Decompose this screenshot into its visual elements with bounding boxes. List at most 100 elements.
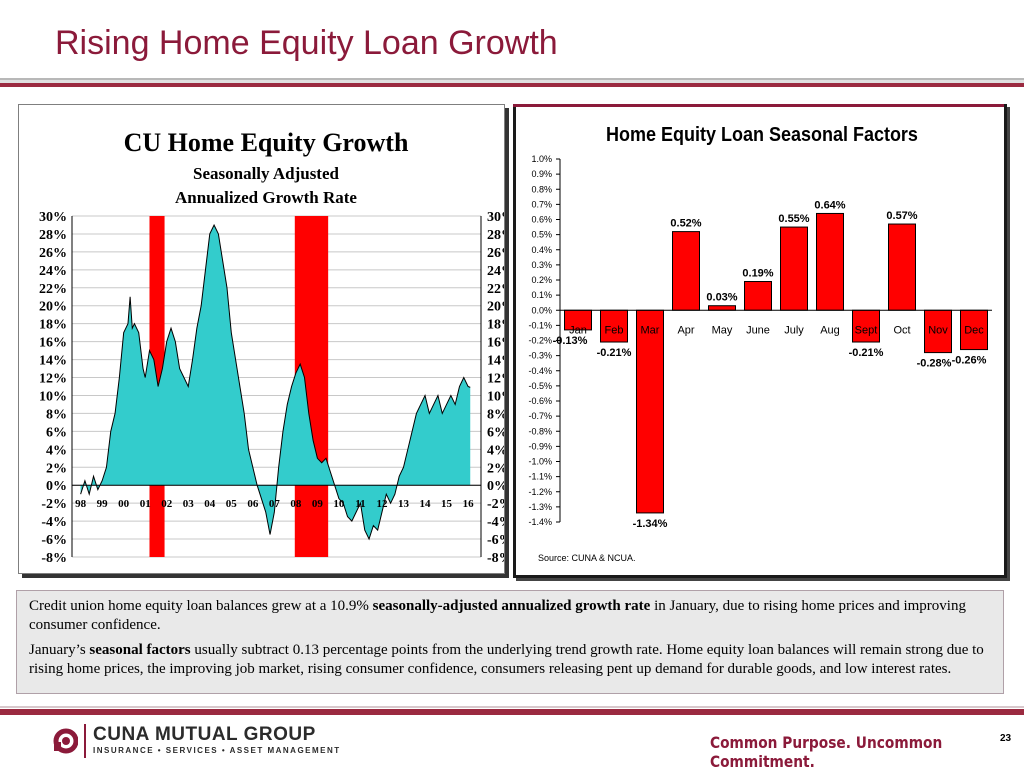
- commentary-text: Credit union home equity loan balances g…: [29, 598, 373, 614]
- data-label: -0.13%: [553, 335, 588, 347]
- category-label: July: [784, 324, 804, 336]
- category-label: Oct: [893, 324, 910, 336]
- bar: [852, 309, 880, 343]
- x-tick-label: 15: [441, 498, 453, 510]
- category-label: Apr: [677, 324, 694, 336]
- x-tick-label: 12: [376, 498, 388, 510]
- x-tick-label: 09: [312, 498, 324, 510]
- company-logo-name: CUNA MUTUAL GROUP: [93, 724, 316, 745]
- footer-divider: [0, 706, 1024, 715]
- y-tick-label-right: 28%: [487, 228, 504, 243]
- y-tick-label-left: 22%: [39, 282, 67, 297]
- y-tick-label: -1.3%: [528, 502, 552, 512]
- x-tick-label: 11: [355, 498, 365, 510]
- x-tick-label: 08: [290, 498, 302, 510]
- bar: [672, 231, 700, 311]
- y-tick-label-right: 14%: [487, 354, 504, 369]
- y-tick-label-right: -6%: [487, 533, 504, 548]
- data-label: -0.28%: [917, 358, 952, 370]
- category-label: June: [746, 324, 770, 336]
- page-number: 23: [1000, 733, 1012, 744]
- category-label: Sept: [855, 324, 878, 336]
- y-tick-label: 0.9%: [531, 169, 552, 179]
- y-tick-label: 0.8%: [531, 184, 552, 194]
- y-tick-label-left: 4%: [46, 443, 67, 458]
- y-tick-label-left: 10%: [39, 389, 67, 404]
- y-tick-label-right: -4%: [487, 515, 504, 530]
- y-tick-label-left: 8%: [46, 407, 67, 422]
- commentary-paragraph-2: January’s seasonal factors usually subtr…: [29, 641, 991, 679]
- x-tick-label: 99: [97, 498, 109, 510]
- y-tick-label: -1.1%: [528, 472, 552, 482]
- y-tick-label-right: 12%: [487, 372, 504, 387]
- chart-subtitle: Seasonally Adjusted: [193, 164, 339, 183]
- y-tick-label: 0.1%: [531, 290, 552, 300]
- y-tick-label-left: -8%: [41, 551, 67, 566]
- y-tick-label-left: 14%: [39, 354, 67, 369]
- x-tick-label: 10: [333, 498, 345, 510]
- y-tick-label-right: 22%: [487, 282, 504, 297]
- data-label: 0.03%: [706, 292, 737, 304]
- growth-area: [80, 224, 471, 540]
- x-tick-label: 05: [226, 498, 238, 510]
- y-tick-label: 0.0%: [531, 305, 552, 315]
- bar: [924, 309, 952, 354]
- commentary-paragraph-1: Credit union home equity loan balances g…: [29, 597, 991, 635]
- growth-line: [80, 223, 471, 541]
- category-label: Feb: [605, 324, 624, 336]
- bar: [636, 309, 664, 514]
- y-tick-label-left: -4%: [41, 515, 67, 530]
- data-label: 0.64%: [814, 199, 845, 211]
- y-tick-label-left: 20%: [39, 300, 67, 315]
- y-tick-label-left: -6%: [41, 533, 67, 548]
- y-tick-label-right: 4%: [487, 443, 504, 458]
- category-label: Nov: [928, 324, 948, 336]
- commentary-emphasis: seasonally-adjusted annualized growth ra…: [372, 598, 651, 614]
- y-tick-label-left: 18%: [39, 318, 67, 333]
- category-label: Mar: [641, 324, 660, 336]
- y-tick-label: -1.2%: [528, 487, 552, 497]
- y-tick-label-left: 24%: [39, 264, 67, 279]
- chart-subtitle-2: Annualized Growth Rate: [175, 188, 357, 207]
- category-label: Aug: [820, 324, 840, 336]
- x-tick-label: 03: [183, 498, 195, 510]
- category-label: Jan: [569, 324, 587, 336]
- company-logo-tagline: INSURANCE • SERVICES • ASSET MANAGEMENT: [93, 746, 341, 755]
- y-tick-label-right: -2%: [487, 497, 504, 512]
- logo-divider: [84, 724, 86, 758]
- y-tick-label-left: 30%: [39, 210, 67, 225]
- home-equity-growth-chart: CU Home Equity Growth Seasonally Adjuste…: [39, 128, 504, 566]
- y-tick-label: -0.2%: [528, 336, 552, 346]
- y-tick-label-right: 26%: [487, 246, 504, 261]
- y-tick-label-right: 20%: [487, 300, 504, 315]
- y-tick-label-right: 30%: [487, 210, 504, 225]
- bar: [816, 212, 844, 311]
- y-tick-label: -0.3%: [528, 351, 552, 361]
- y-tick-label: -0.9%: [528, 441, 552, 451]
- bar: [780, 226, 808, 311]
- y-tick-label: 0.3%: [531, 260, 552, 270]
- y-tick-label: -0.1%: [528, 320, 552, 330]
- data-label: -1.34%: [633, 518, 668, 530]
- category-label: Dec: [964, 324, 984, 336]
- bar: [744, 281, 772, 311]
- y-tick-label-right: -8%: [487, 551, 504, 566]
- y-tick-label-right: 10%: [487, 389, 504, 404]
- y-tick-label-left: 12%: [39, 372, 67, 387]
- y-tick-label-right: 16%: [487, 336, 504, 351]
- slide-title: Rising Home Equity Loan Growth: [55, 24, 558, 62]
- title-divider: [0, 78, 1024, 87]
- chart-title: CU Home Equity Growth: [124, 128, 409, 157]
- y-tick-label: 0.7%: [531, 199, 552, 209]
- y-tick-label: 0.2%: [531, 275, 552, 285]
- y-tick-label-right: 8%: [487, 407, 504, 422]
- bar: [600, 309, 628, 343]
- y-tick-label: -1.4%: [528, 517, 552, 527]
- y-tick-label: 1.0%: [531, 154, 552, 164]
- x-tick-label: 00: [118, 498, 129, 510]
- data-label: 0.57%: [886, 210, 917, 222]
- commentary-text: usually subtract 0.13 percentage points …: [29, 642, 984, 677]
- y-tick-label: -0.6%: [528, 396, 552, 406]
- y-tick-label: 0.5%: [531, 230, 552, 240]
- data-label: -0.21%: [597, 347, 632, 359]
